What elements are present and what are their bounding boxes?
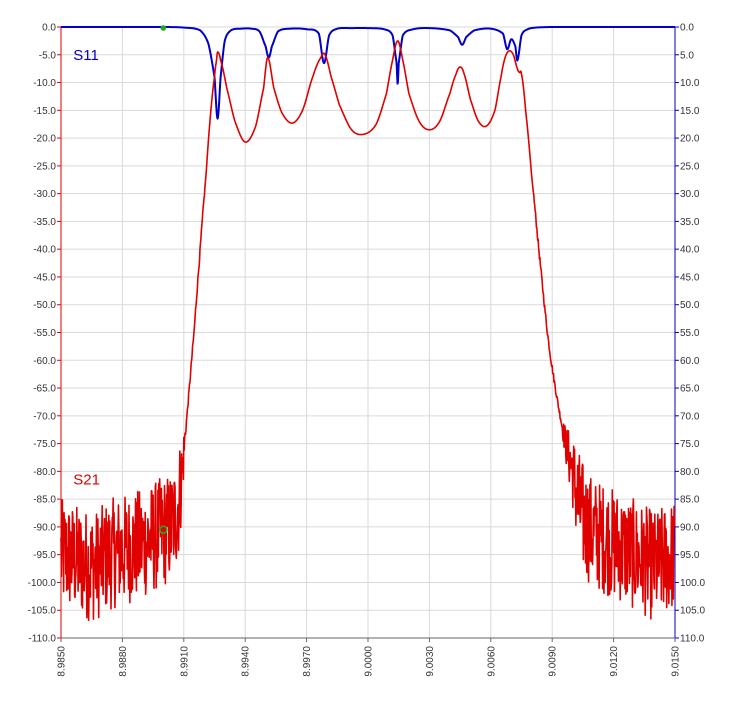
series-labels: S11 S21 bbox=[73, 47, 100, 489]
y-tick-label-right: 30.0 bbox=[680, 189, 700, 200]
y-tick-label-left: -10.0 bbox=[33, 78, 56, 89]
x-tick-label: 9.0150 bbox=[671, 646, 682, 677]
y-tick-label-left: -60.0 bbox=[33, 356, 56, 367]
y-tick-label-left: -30.0 bbox=[33, 189, 56, 200]
x-tick-label: 8.9910 bbox=[179, 646, 190, 677]
y-tick-label-right: 85.0 bbox=[680, 495, 700, 506]
marker-s21 bbox=[159, 525, 168, 534]
y-tick-label-left: -15.0 bbox=[33, 106, 56, 117]
y-tick-label-left: -105.0 bbox=[28, 606, 57, 617]
x-tick-label: 9.0090 bbox=[548, 646, 559, 677]
y-tick-label-right: 60.0 bbox=[680, 356, 700, 367]
x-tick-label: 8.9850 bbox=[57, 646, 68, 677]
y-tick-label-right: 100.0 bbox=[680, 578, 705, 589]
series-line-s21 bbox=[60, 40, 676, 622]
y-tick-label-right: 95.0 bbox=[680, 550, 700, 561]
y-tick-label-right: 110.0 bbox=[680, 634, 705, 645]
y-tick-label-left: -85.0 bbox=[33, 495, 56, 506]
y-tick-label-right: 75.0 bbox=[680, 439, 700, 450]
y-tick-label-right: 25.0 bbox=[680, 161, 700, 172]
y-tick-label-left: -110.0 bbox=[28, 634, 56, 645]
y-tick-label-right: 5.0 bbox=[680, 50, 694, 61]
y-tick-label-left: -55.0 bbox=[33, 328, 56, 339]
y-tick-label-right: 15.0 bbox=[680, 106, 700, 117]
series-label-s21: S21 bbox=[73, 472, 100, 489]
y-tick-label-left: -95.0 bbox=[33, 550, 56, 561]
y-tick-label-left: -45.0 bbox=[33, 272, 56, 283]
x-tick-label: 9.0000 bbox=[364, 646, 375, 677]
y-tick-label-left: -75.0 bbox=[33, 439, 56, 450]
x-tick-label: 8.9940 bbox=[241, 646, 252, 677]
series-label-s11: S11 bbox=[73, 47, 99, 64]
y-tick-label-right: 70.0 bbox=[680, 411, 700, 422]
y-tick-label-right: 50.0 bbox=[680, 300, 700, 311]
y-tick-label-left: -35.0 bbox=[33, 217, 56, 228]
y-tick-label-left: -25.0 bbox=[33, 161, 56, 172]
y-tick-label-left: -80.0 bbox=[33, 467, 56, 478]
axes: 0.0 0.0 -5.0 5.0 -10.0 10.0 -15.0 15.0 -20.0 20.0… bbox=[28, 23, 706, 677]
y-tick-label-right: 65.0 bbox=[680, 384, 700, 395]
x-tick-label: 8.9970 bbox=[302, 646, 313, 677]
y-tick-label-right: 105.0 bbox=[680, 606, 705, 617]
marker-s11 bbox=[160, 25, 167, 31]
y-tick-label-right: 40.0 bbox=[680, 245, 700, 256]
y-tick-label-left: -40.0 bbox=[33, 245, 56, 256]
y-tick-label-left: -90.0 bbox=[33, 522, 56, 533]
y-tick-label-right: 55.0 bbox=[680, 328, 700, 339]
y-tick-label-right: 35.0 bbox=[680, 217, 700, 228]
y-tick-label-right: 90.0 bbox=[680, 522, 700, 533]
grid bbox=[60, 26, 676, 639]
markers bbox=[159, 25, 168, 534]
y-tick-label-left: -20.0 bbox=[33, 134, 56, 145]
y-tick-label-left: 0.0 bbox=[42, 23, 56, 34]
y-tick-label-left: -5.0 bbox=[39, 50, 57, 61]
y-tick-label-left: -50.0 bbox=[33, 300, 56, 311]
y-tick-label-right: 45.0 bbox=[680, 272, 700, 283]
y-tick-label-right: 10.0 bbox=[680, 78, 700, 89]
x-tick-label: 8.9880 bbox=[118, 646, 129, 677]
x-tick-label: 9.0030 bbox=[425, 646, 436, 677]
y-tick-label-left: -65.0 bbox=[33, 384, 56, 395]
y-tick-label-right: 20.0 bbox=[680, 134, 700, 145]
x-tick-label: 9.0060 bbox=[486, 646, 497, 677]
y-tick-label-left: -70.0 bbox=[33, 411, 56, 422]
x-tick-label: 9.0120 bbox=[609, 646, 620, 677]
y-tick-label-left: -100.0 bbox=[28, 578, 57, 589]
y-tick-label-right: 80.0 bbox=[680, 467, 700, 478]
y-tick-label-right: 0.0 bbox=[680, 23, 694, 34]
